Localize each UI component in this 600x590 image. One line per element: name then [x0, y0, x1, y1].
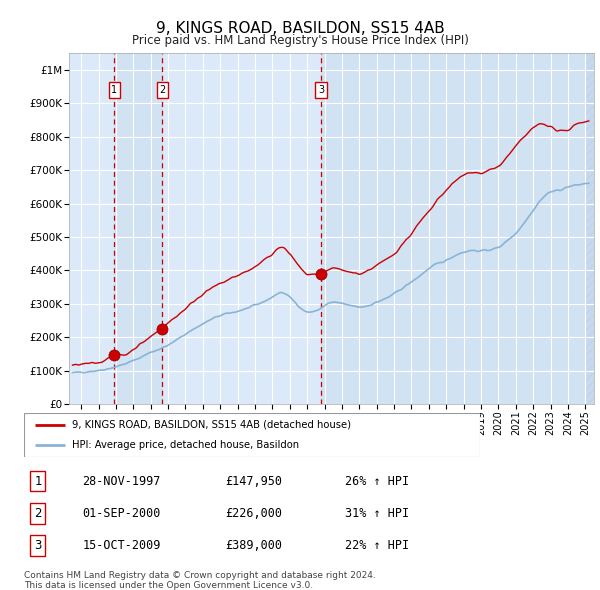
Bar	[115, 53, 163, 404]
Text: 1: 1	[34, 475, 42, 488]
Text: 2: 2	[159, 85, 166, 95]
Text: 31% ↑ HPI: 31% ↑ HPI	[345, 507, 409, 520]
Text: 15-OCT-2009: 15-OCT-2009	[83, 539, 161, 552]
Bar	[321, 53, 594, 404]
Text: 26% ↑ HPI: 26% ↑ HPI	[345, 475, 409, 488]
Text: 9, KINGS ROAD, BASILDON, SS15 4AB: 9, KINGS ROAD, BASILDON, SS15 4AB	[155, 21, 445, 35]
Text: 2: 2	[34, 507, 42, 520]
Text: Contains HM Land Registry data © Crown copyright and database right 2024.: Contains HM Land Registry data © Crown c…	[24, 571, 376, 579]
Text: 1: 1	[112, 85, 118, 95]
Bar	[586, 53, 594, 404]
Text: £389,000: £389,000	[225, 539, 282, 552]
Text: 9, KINGS ROAD, BASILDON, SS15 4AB (detached house): 9, KINGS ROAD, BASILDON, SS15 4AB (detac…	[72, 420, 351, 430]
Text: This data is licensed under the Open Government Licence v3.0.: This data is licensed under the Open Gov…	[24, 581, 313, 589]
Text: 3: 3	[34, 539, 41, 552]
Text: 01-SEP-2000: 01-SEP-2000	[83, 507, 161, 520]
Text: HPI: Average price, detached house, Basildon: HPI: Average price, detached house, Basi…	[72, 440, 299, 450]
Text: £226,000: £226,000	[225, 507, 282, 520]
Text: 28-NOV-1997: 28-NOV-1997	[83, 475, 161, 488]
Text: 3: 3	[318, 85, 324, 95]
Text: £147,950: £147,950	[225, 475, 282, 488]
Text: 22% ↑ HPI: 22% ↑ HPI	[345, 539, 409, 552]
Text: Price paid vs. HM Land Registry's House Price Index (HPI): Price paid vs. HM Land Registry's House …	[131, 34, 469, 47]
FancyBboxPatch shape	[24, 413, 480, 457]
